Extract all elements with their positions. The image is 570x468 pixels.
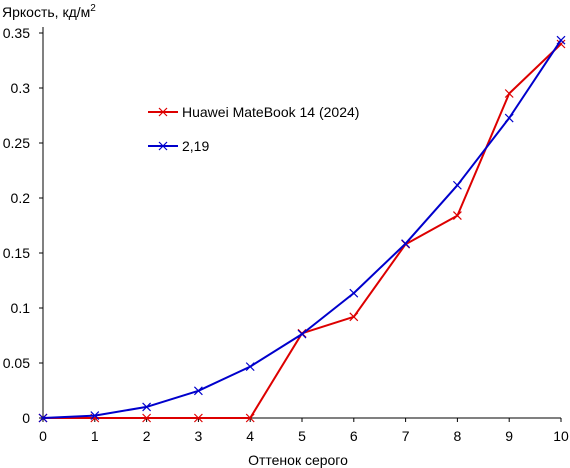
x-tick-label: 5 — [298, 428, 306, 444]
data-point — [142, 413, 152, 423]
legend-entry-0: Huawei MateBook 14 (2024) — [148, 104, 359, 120]
legend-label: 2,19 — [182, 138, 209, 154]
data-point — [349, 288, 359, 298]
x-tick-label: 7 — [402, 428, 410, 444]
y-tick-label: 0.2 — [11, 190, 31, 206]
series-line — [42, 39, 562, 419]
data-point — [193, 386, 203, 396]
x-tick-label: 3 — [195, 428, 203, 444]
x-tick-label: 6 — [350, 428, 358, 444]
axes — [42, 27, 561, 419]
y-tick-label: 0.35 — [3, 25, 30, 41]
series-1 — [38, 35, 566, 423]
x-tick-label: 1 — [91, 428, 99, 444]
legend-label: Huawei MateBook 14 (2024) — [182, 104, 359, 120]
legend-entry-1: 2,19 — [148, 138, 209, 154]
data-point — [452, 180, 462, 190]
x-tick-label: 8 — [454, 428, 462, 444]
series-line — [43, 43, 562, 419]
y-tick-label: 0.1 — [11, 300, 31, 316]
data-point — [556, 35, 566, 45]
data-point — [401, 239, 411, 249]
data-point — [38, 413, 48, 423]
data-point — [245, 362, 255, 372]
x-axis-label: Оттенок серого — [248, 452, 348, 468]
data-point — [504, 113, 514, 123]
data-point — [193, 413, 203, 423]
y-tick-label: 0 — [22, 410, 30, 426]
legend-marker — [158, 107, 168, 117]
data-point — [245, 413, 255, 423]
y-axis-label: Яркость, кд/м2 — [2, 3, 96, 20]
data-point — [452, 211, 462, 221]
data-point — [504, 89, 514, 98]
y-tick-label: 0.3 — [11, 80, 31, 96]
data-point — [142, 402, 152, 412]
x-tick-label: 4 — [246, 428, 254, 444]
y-tick-label: 0.05 — [3, 355, 30, 371]
x-tick-label: 10 — [553, 428, 569, 444]
x-axis-ticks: 0 1 2 3 4 5 6 7 8 9 10 — [39, 418, 569, 444]
legend-marker — [158, 141, 168, 151]
data-point — [556, 39, 566, 49]
y-tick-label: 0.25 — [3, 135, 30, 151]
x-tick-label: 2 — [143, 428, 151, 444]
x-tick-label: 9 — [505, 428, 513, 444]
y-tick-label: 0.15 — [3, 245, 30, 261]
series-lines — [38, 35, 566, 423]
series-0 — [38, 39, 566, 423]
data-point — [349, 312, 359, 322]
y-axis-label-main: Яркость, кд/м — [2, 4, 90, 20]
y-axis-ticks: 0 0.05 0.1 0.15 0.2 0.25 0.3 0.35 — [3, 25, 43, 426]
legend: Huawei MateBook 14 (2024) 2,19 — [148, 104, 359, 154]
data-point — [297, 329, 307, 339]
data-point — [90, 411, 100, 421]
y-axis-label-superscript: 2 — [90, 3, 96, 14]
x-tick-label: 0 — [39, 428, 47, 444]
